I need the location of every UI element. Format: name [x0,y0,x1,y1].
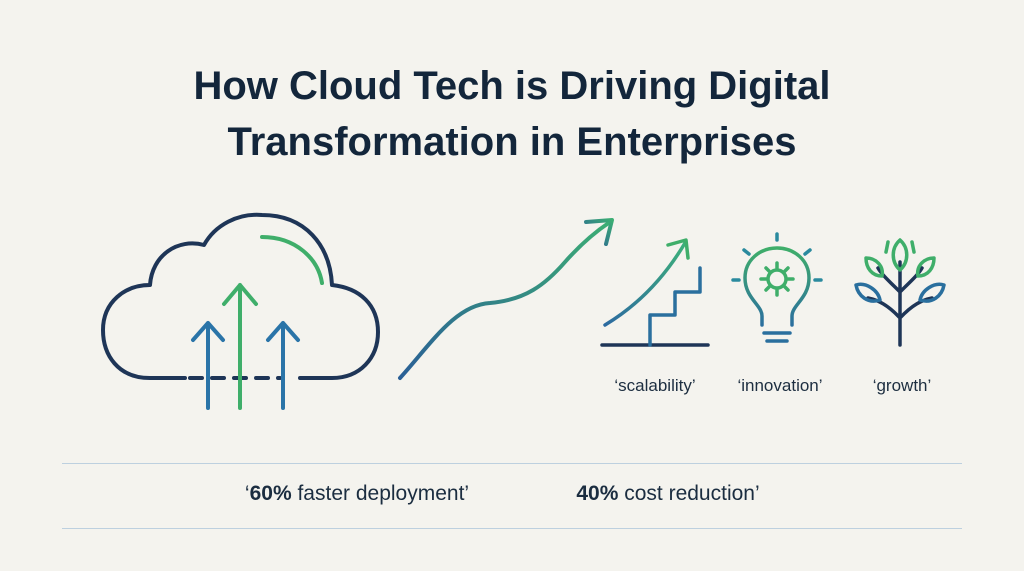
scalability-icon [600,238,710,347]
stat: ‘60% faster deployment’ [245,482,469,506]
stat-value: 40% [576,482,619,505]
title: How Cloud Tech is Driving Digital Transf… [0,58,1024,170]
divider [62,463,962,464]
icon-label: ‘innovation’ [737,376,823,395]
stat-text: cost reduction’ [624,482,760,505]
icon-label: ‘scalability’ [614,376,696,395]
innovation-icon [731,232,823,343]
divider [62,528,962,529]
title-line: Transformation in Enterprises [227,120,797,164]
growth-icon [854,238,946,347]
cloud-icon [101,212,380,410]
stat-text: faster deployment’ [297,482,470,505]
title-line: How Cloud Tech is Driving Digital [193,64,831,108]
stat: 40% cost reduction’ [576,482,759,506]
icon-label: ‘growth’ [872,376,932,395]
stat-value: 60% [249,482,292,505]
trend-arrow [398,218,614,380]
stat-prefix: ‘ [244,482,250,505]
